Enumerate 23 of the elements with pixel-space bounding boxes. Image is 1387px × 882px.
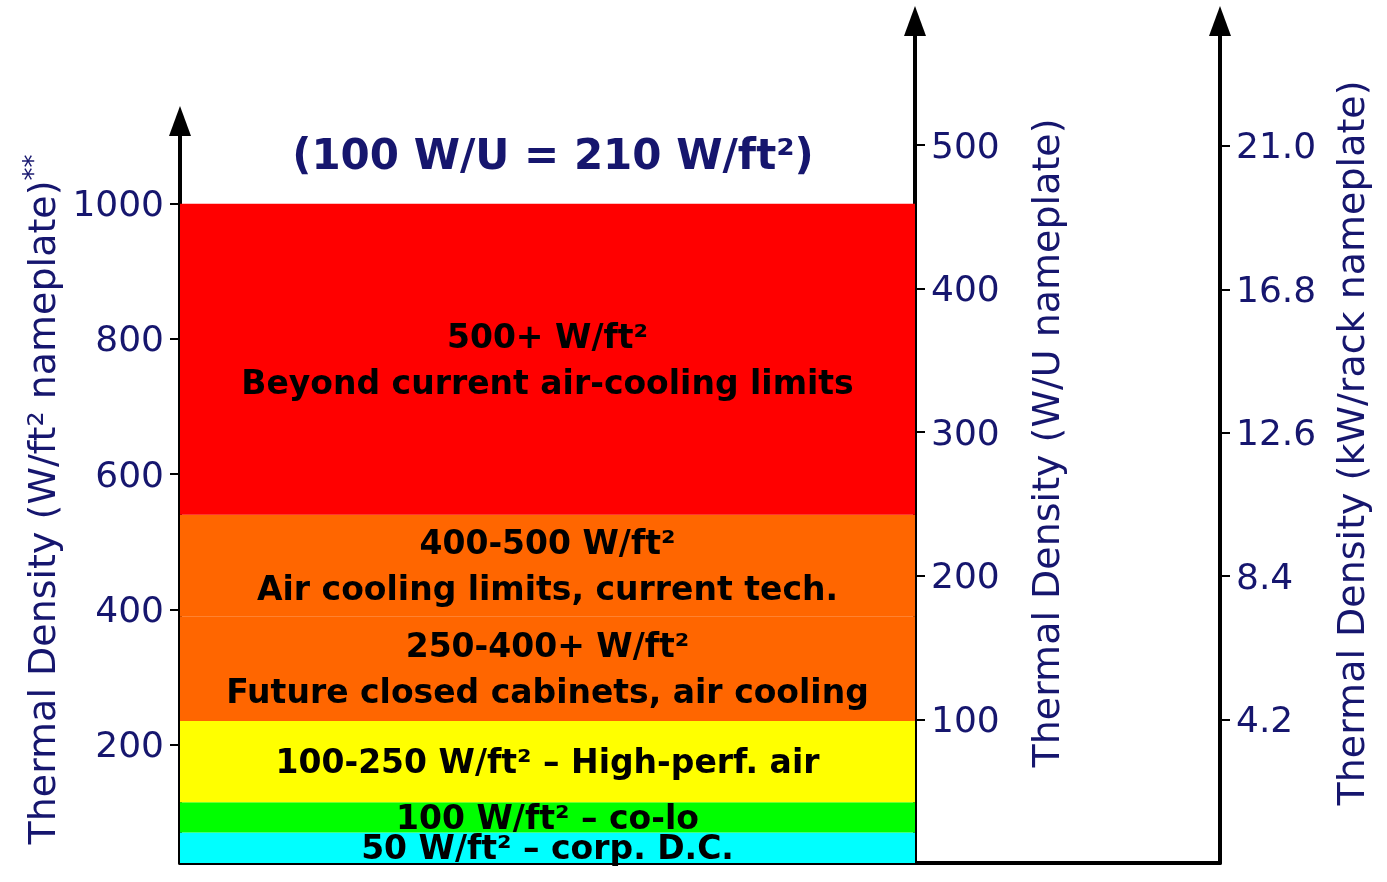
- y-tick-label: 800: [95, 318, 164, 360]
- series-label: 500+ W/ft² Beyond current air-cooling limits: [241, 316, 854, 402]
- y3-tick-label: 12.6: [1236, 412, 1317, 454]
- y2-tick-label: 400: [931, 268, 1000, 310]
- y-tick-label: 400: [95, 588, 164, 630]
- y2-tick-label: 300: [931, 411, 1000, 453]
- y2-tick-label: 500: [931, 124, 1000, 166]
- y3-tick-label: 8.4: [1236, 555, 1294, 597]
- series-label: 250-400+ W/ft² Future closed cabinets, air cooling: [226, 626, 869, 712]
- y-axis-title: Thermal Density (W/ft² nameplate)**: [18, 154, 65, 846]
- y3-tick-label: 21.0: [1236, 125, 1317, 167]
- y3-axis-title: Thermal Density (kW/rack nameplate): [1329, 80, 1373, 807]
- series-label: 100-250 W/ft² – High-perf. air: [275, 742, 821, 782]
- y2-tick-label: 100: [931, 698, 1000, 740]
- y2-axis-title: Thermal Density (W/U nameplate): [1024, 118, 1068, 769]
- y-tick-label: 200: [95, 724, 164, 766]
- y3-tick-label: 4.2: [1236, 699, 1294, 741]
- y-tick-label: 600: [95, 453, 164, 495]
- chart-title: (100 W/U = 210 W/ft²): [292, 129, 814, 179]
- y3-tick-label: 16.8: [1236, 268, 1317, 310]
- series-label: 400-500 W/ft² Air cooling limits, current tech.: [257, 522, 838, 608]
- y2-tick-label: 200: [931, 555, 1000, 597]
- y-tick-label: 1000: [72, 183, 164, 225]
